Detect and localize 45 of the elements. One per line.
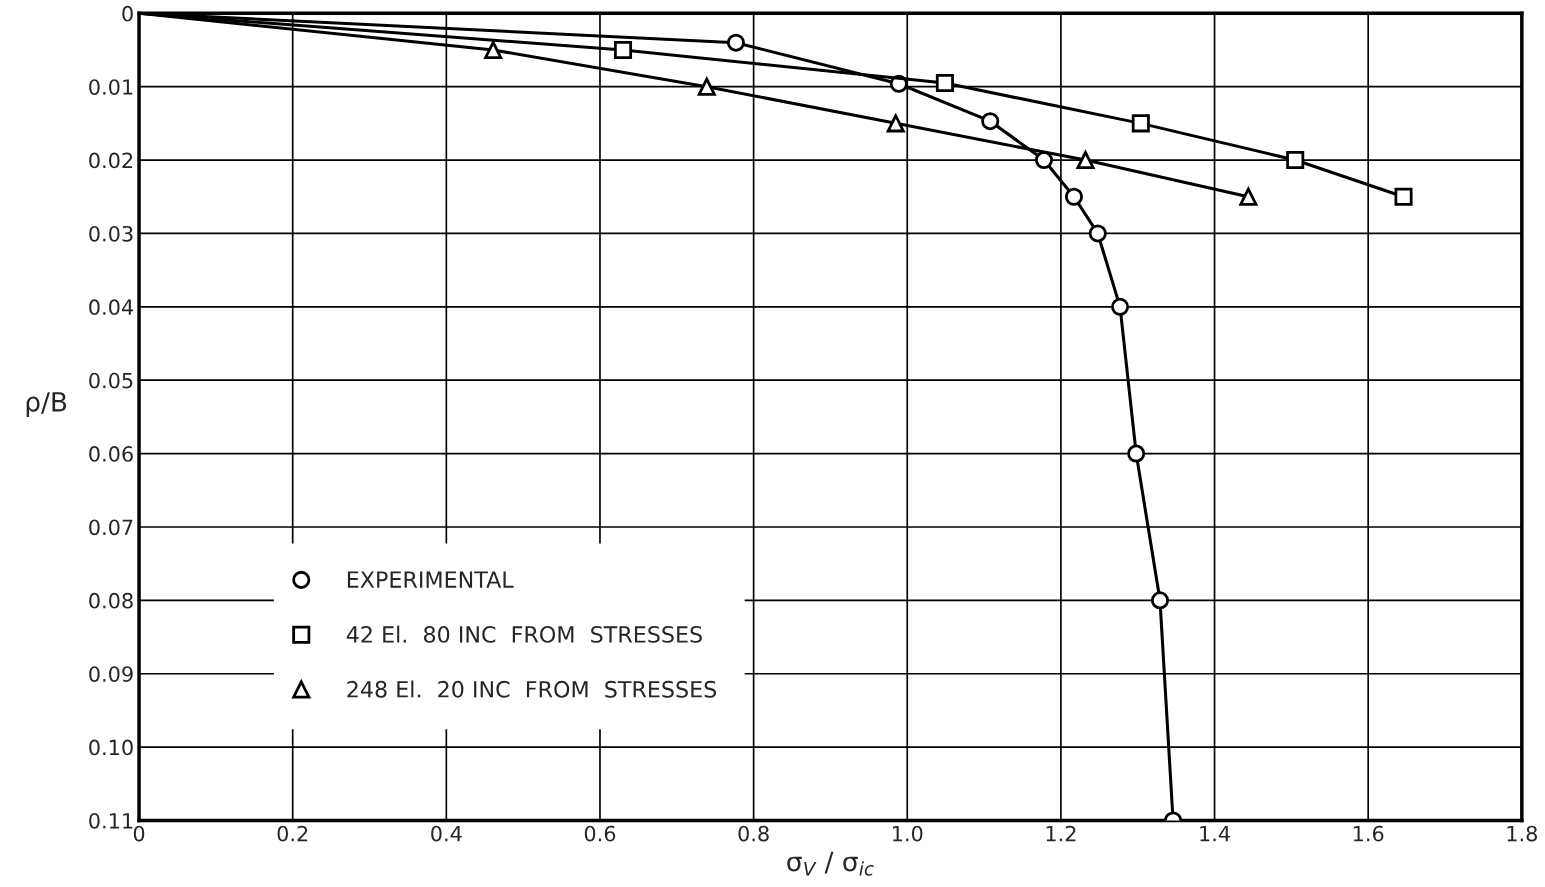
y-axis-title: ρ/B <box>26 392 67 417</box>
x-tick-label: 1.8 <box>1507 825 1537 842</box>
point <box>726 33 745 52</box>
x-axis-title: σ$_{V}$ / σ$_{ic}$ <box>787 851 874 876</box>
point <box>1064 187 1083 206</box>
x-tick-label: 0.6 <box>584 825 616 842</box>
y-tick-label: 0.03 <box>89 225 133 242</box>
point <box>981 112 1000 131</box>
point <box>935 73 954 93</box>
legend-label: 42 El. 80 INC FROM STRESSES <box>346 625 702 643</box>
point <box>1127 444 1146 463</box>
y-tick-label: 0.08 <box>89 592 133 609</box>
y-tick-label: 0.05 <box>89 372 133 389</box>
x-tick-label: 0 <box>133 825 145 842</box>
point <box>1150 591 1170 610</box>
y-tick-label: 0.07 <box>89 519 133 536</box>
y-tick-label: 0.09 <box>89 666 133 682</box>
x-tick-label: 0.4 <box>431 825 462 842</box>
point <box>1131 114 1150 133</box>
point <box>886 114 905 133</box>
legend-label: 248 El. 20 INC FROM STRESSES <box>347 680 717 698</box>
y-tick-label: 0 <box>122 5 133 22</box>
x-tick-label: 1.6 <box>1353 825 1384 842</box>
legend-label: EXPERIMENTAL <box>347 571 514 588</box>
point <box>1239 187 1258 206</box>
point <box>1111 297 1130 316</box>
y-tick-label: 0.10 <box>89 739 133 756</box>
y-tick-label: 0.11 <box>89 812 133 829</box>
y-tick-label: 0.04 <box>89 299 134 316</box>
point <box>484 40 503 60</box>
point <box>1286 151 1305 170</box>
point <box>1034 151 1054 170</box>
point <box>1394 187 1413 206</box>
x-tick-label: 1.4 <box>1200 825 1230 842</box>
x-tick-label: 0.2 <box>277 825 308 842</box>
point <box>1076 151 1095 170</box>
y-tick-label: 0.02 <box>89 152 133 169</box>
point <box>697 77 716 96</box>
y-tick-label: 0.06 <box>89 446 133 462</box>
x-tick-label: 1.2 <box>1046 825 1076 842</box>
point <box>1088 224 1107 243</box>
x-tick-label: 1.0 <box>892 825 923 842</box>
y-tick-label: 0.01 <box>89 79 133 95</box>
point <box>613 40 633 60</box>
x-tick-label: 0.8 <box>738 825 769 842</box>
